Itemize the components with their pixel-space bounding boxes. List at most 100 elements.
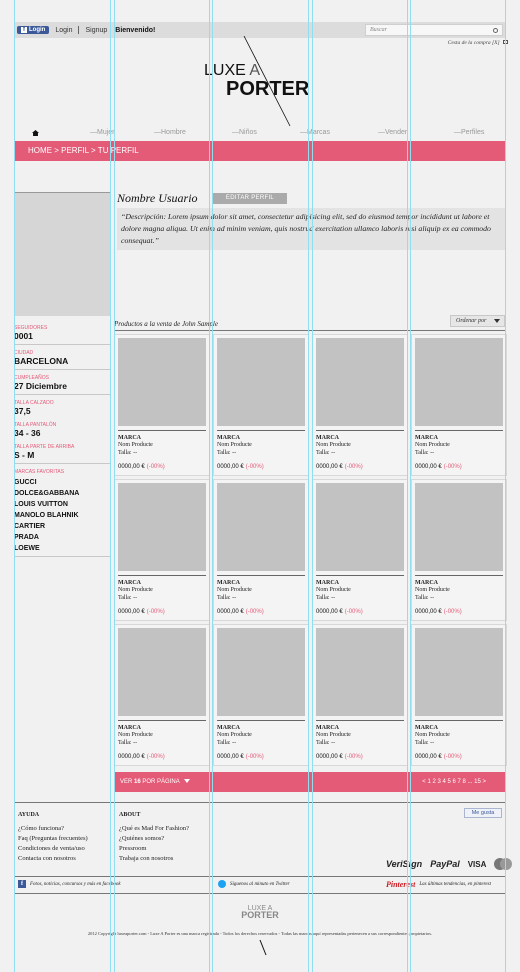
- favorite-brands: GUCCI DOLCE&GABBANA LOUIS VUITTON MANOLO…: [14, 477, 110, 557]
- product-price: 0000,00 € (-00%): [118, 609, 165, 615]
- product-brand: MARCA: [217, 580, 240, 586]
- twitter-link[interactable]: Síguenos al minuto en Twitter: [218, 880, 290, 888]
- per-page-select[interactable]: VER 16 POR PÁGINA: [120, 779, 190, 785]
- product-size: Talla: --: [415, 740, 435, 746]
- brand-item[interactable]: PRADA: [14, 534, 39, 541]
- product-card[interactable]: MARCA Nom Producte Talla: -- 0000,00 € (-00%…: [213, 334, 309, 476]
- facebook-like-button[interactable]: Me gusta: [464, 808, 502, 818]
- product-card[interactable]: MARCA Nom Producte Talla: -- 0000,00 € (-00%…: [213, 479, 309, 621]
- page-links[interactable]: < 1 2 3 4 5 6 7 8 ... 15 >: [422, 779, 486, 785]
- product-card[interactable]: MARCA Nom Producte Talla: -- 0000,00 € (-00%…: [312, 624, 408, 766]
- facebook-login-button[interactable]: f Login: [17, 26, 50, 34]
- product-image[interactable]: [118, 338, 206, 426]
- product-size: Talla: --: [415, 595, 435, 601]
- product-name: Nom Producte: [118, 442, 153, 448]
- product-price: 0000,00 € (-00%): [415, 609, 462, 615]
- product-discount: (-00%): [146, 754, 165, 760]
- brand-item[interactable]: MANOLO BLAHNIK: [14, 512, 79, 519]
- pagination-bar: VER 16 POR PÁGINA < 1 2 3 4 5 6 7 8 ... …: [114, 772, 506, 792]
- product-brand: MARCA: [415, 580, 438, 586]
- search-input[interactable]: Buscar: [365, 24, 503, 36]
- cart-link[interactable]: Cesta de la compra [X]: [448, 40, 508, 46]
- product-card[interactable]: MARCA Nom Producte Talla: -- 0000,00 € (-00%…: [312, 479, 408, 621]
- birthday-value: 27 Diciembre: [14, 381, 110, 395]
- footer-link[interactable]: ¿Cómo funciona?: [18, 825, 65, 832]
- product-image[interactable]: [415, 483, 503, 571]
- paypal-logo: PayPal: [430, 859, 460, 869]
- chevron-down-icon: [494, 319, 500, 323]
- product-card[interactable]: MARCA Nom Producte Talla: -- 0000,00 € (-00%…: [114, 624, 210, 766]
- product-card[interactable]: MARCA Nom Producte Talla: -- 0000,00 € (-00%…: [411, 334, 507, 476]
- product-image[interactable]: [415, 338, 503, 426]
- product-card[interactable]: MARCA Nom Producte Talla: -- 0000,00 € (-00%…: [411, 479, 507, 621]
- product-image[interactable]: [316, 483, 404, 571]
- footer-link[interactable]: Faq (Preguntas frecuentes): [18, 835, 88, 842]
- product-brand: MARCA: [415, 435, 438, 441]
- nav-item-ninos[interactable]: —Niños: [232, 129, 257, 136]
- product-image[interactable]: [316, 338, 404, 426]
- product-card[interactable]: MARCA Nom Producte Talla: -- 0000,00 € (-00%…: [312, 334, 408, 476]
- product-name: Nom Producte: [316, 587, 351, 593]
- login-link[interactable]: Login: [55, 26, 73, 34]
- facebook-link[interactable]: f Fotos, noticias, concursos y más en fa…: [18, 880, 121, 888]
- brand-item[interactable]: GUCCI: [14, 479, 37, 486]
- product-price: 0000,00 € (-00%): [118, 754, 165, 760]
- nav-item-marcas[interactable]: —Marcas: [300, 129, 330, 136]
- footer-link[interactable]: ¿Qué es Mad For Fashion?: [119, 825, 190, 832]
- product-name: Nom Producte: [316, 442, 351, 448]
- breadcrumb[interactable]: HOME > PERFIL > TU PERFIL: [14, 141, 506, 161]
- edit-profile-button[interactable]: EDITAR PERFIL: [213, 193, 287, 204]
- footer-link[interactable]: Condiciones de venta/uso: [18, 845, 85, 852]
- product-image[interactable]: [217, 338, 305, 426]
- product-brand: MARCA: [118, 725, 141, 731]
- product-image[interactable]: [118, 628, 206, 716]
- nav-item-mujer[interactable]: —Mujer: [90, 129, 115, 136]
- nav-item-perfiles[interactable]: —Perfiles: [454, 129, 485, 136]
- product-image[interactable]: [217, 628, 305, 716]
- product-image[interactable]: [217, 483, 305, 571]
- product-name: Nom Producte: [217, 442, 252, 448]
- product-card[interactable]: MARCA Nom Producte Talla: -- 0000,00 € (-00%…: [114, 479, 210, 621]
- twitter-icon: [218, 880, 226, 888]
- avatar: [14, 192, 110, 316]
- chevron-down-icon: [183, 779, 190, 784]
- product-image[interactable]: [118, 483, 206, 571]
- product-card[interactable]: MARCA Nom Producte Talla: -- 0000,00 € (-00%…: [213, 624, 309, 766]
- product-name: Nom Producte: [118, 732, 153, 738]
- brand-item[interactable]: LOEWE: [14, 545, 40, 552]
- logo-slash: [243, 36, 291, 127]
- footer-link[interactable]: Contacta con nosotros: [18, 855, 76, 862]
- signup-link[interactable]: Signup: [85, 26, 108, 34]
- nav-item-hombre[interactable]: —Hombre: [154, 129, 186, 136]
- search-icon[interactable]: [493, 28, 498, 33]
- footer-link[interactable]: ¿Quiénes somos?: [119, 835, 165, 842]
- product-size: Talla: --: [217, 740, 237, 746]
- product-name: Nom Producte: [316, 732, 351, 738]
- pinterest-link[interactable]: Pinterest Las últimas tendencias, en pin…: [386, 880, 491, 889]
- sort-dropdown[interactable]: Ordenar por: [450, 315, 505, 327]
- product-card[interactable]: MARCA Nom Producte Talla: -- 0000,00 € (-00%…: [411, 624, 507, 766]
- brand-item[interactable]: LOUIS VUITTON: [14, 501, 68, 508]
- footer-logo[interactable]: LUXE A PORTER: [241, 905, 279, 920]
- nav-item-vender[interactable]: —Vender: [378, 129, 408, 136]
- product-name: Nom Producte: [415, 442, 450, 448]
- brand-item[interactable]: CARTIER: [14, 523, 46, 530]
- home-icon[interactable]: [32, 130, 39, 136]
- facebook-icon: f: [21, 27, 27, 33]
- product-size: Talla: --: [316, 450, 336, 456]
- footer-link[interactable]: Pressroom: [119, 845, 147, 852]
- product-image[interactable]: [415, 628, 503, 716]
- divider: [316, 575, 404, 576]
- site-logo[interactable]: LUXE A PORTER: [196, 36, 326, 128]
- product-brand: MARCA: [217, 435, 240, 441]
- footer-link[interactable]: Trabaja con nosotros: [119, 855, 174, 862]
- main-nav: —Mujer —Hombre —Niños —Marcas —Vender —P…: [14, 128, 506, 140]
- product-image[interactable]: [316, 628, 404, 716]
- payment-seals: VeriSign PayPal VISA: [386, 858, 513, 870]
- product-price: 0000,00 € (-00%): [316, 609, 363, 615]
- product-price: 0000,00 € (-00%): [316, 464, 363, 470]
- products-title: Productos a la venta de John Sample: [114, 320, 218, 328]
- brand-item[interactable]: DOLCE&GABBANA: [14, 490, 80, 497]
- product-discount: (-00%): [344, 609, 363, 615]
- product-card[interactable]: MARCA Nom Producte Talla: -- 0000,00 € (-00%…: [114, 334, 210, 476]
